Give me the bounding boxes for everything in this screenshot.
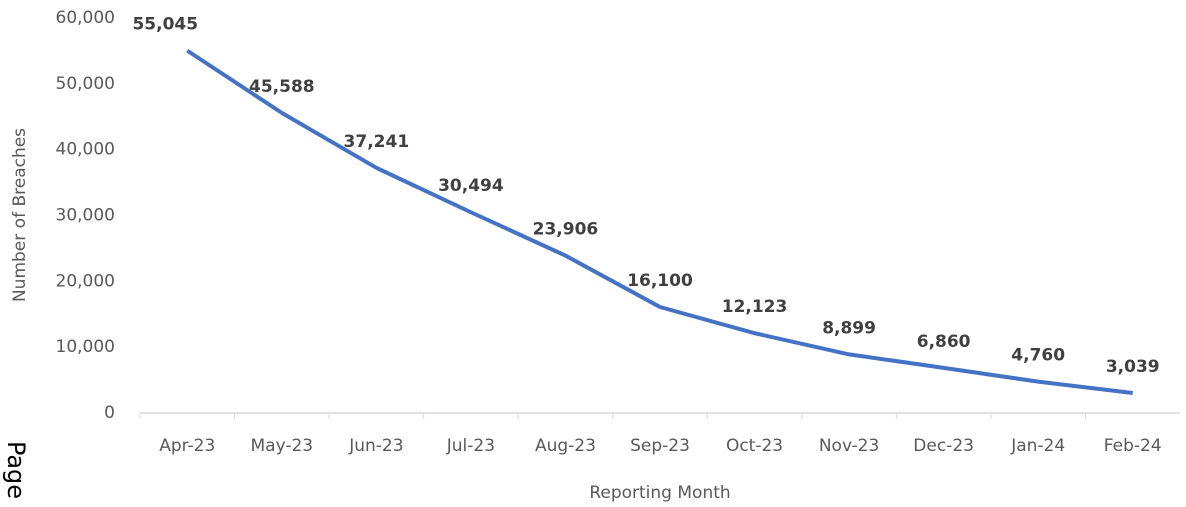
line	[186, 48, 1133, 395]
y-tick-label: 40,000	[56, 140, 115, 160]
data-label: 4,760	[1011, 346, 1065, 366]
data-label: 45,588	[249, 77, 315, 97]
y-tick-label: 10,000	[56, 337, 115, 357]
data-label: 8,899	[822, 318, 876, 338]
x-tick-label: Oct-23	[726, 436, 783, 456]
y-tick-label: 60,000	[56, 8, 115, 28]
data-label: 12,123	[722, 297, 788, 317]
data-label: 6,860	[917, 332, 971, 352]
data-label: 37,241	[344, 132, 410, 152]
y-axis-title: Number of Breaches	[10, 128, 30, 302]
data-label: 23,906	[533, 220, 599, 240]
x-tick-label: Apr-23	[159, 436, 215, 456]
x-tick-label: May-23	[251, 436, 314, 456]
x-tick-label: Nov-23	[819, 436, 880, 456]
data-label: 55,045	[132, 15, 198, 35]
y-tick-label: 30,000	[56, 206, 115, 226]
x-tick-label: Feb-24	[1104, 436, 1162, 456]
y-tick-label: 20,000	[56, 271, 115, 291]
data-label: 3,039	[1106, 357, 1160, 377]
data-label: 30,494	[438, 176, 504, 196]
y-tick-label: 0	[104, 403, 115, 423]
x-tick-label: Sep-23	[630, 436, 690, 456]
x-tick-label: Jul-23	[446, 436, 495, 456]
annotation: Page	[2, 441, 30, 499]
x-tick-label: Jun-23	[348, 436, 403, 456]
y-tick-label: 50,000	[56, 74, 115, 94]
x-tick-label: Dec-23	[913, 436, 974, 456]
x-tick-label: Aug-23	[535, 436, 596, 456]
data-label: 16,100	[627, 271, 693, 291]
x-axis-title: Reporting Month	[589, 483, 730, 503]
x-tick-label: Jan-24	[1010, 436, 1065, 456]
